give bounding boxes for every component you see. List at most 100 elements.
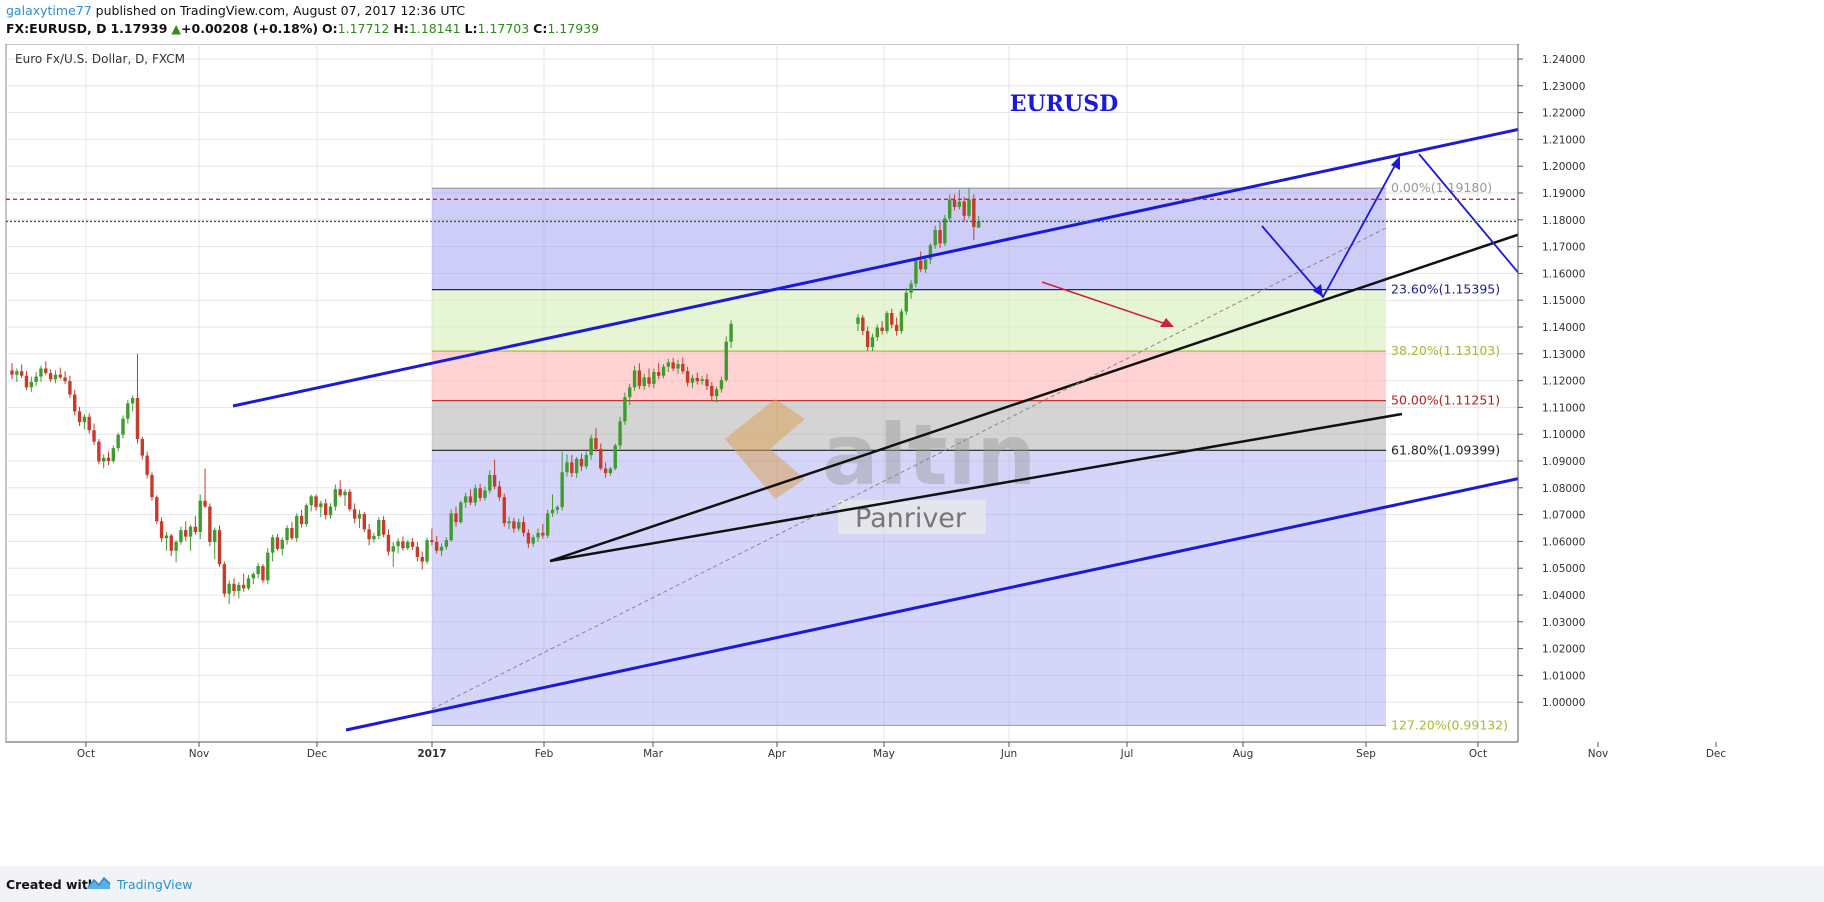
watermark-sub: Panriver xyxy=(855,503,967,534)
tradingview-logo-icon[interactable] xyxy=(86,874,112,892)
candle xyxy=(681,363,685,372)
x-tick-label: 2017 xyxy=(417,748,446,760)
x-axis: Oct Nov Dec 2017 Feb Mar Apr May Jun Jul Aug Sep Oct… xyxy=(6,741,1727,760)
candle xyxy=(77,411,82,423)
footer-bar: Created with TradingView xyxy=(0,866,1824,902)
chart-container[interactable]: 0.00%(1.19180) 23.60%(1.15395) 38.20%(1.13… xyxy=(0,44,1824,866)
candle xyxy=(232,583,236,591)
candle xyxy=(222,564,227,594)
candle xyxy=(246,578,251,589)
candle xyxy=(870,337,875,348)
y-tick-label: 1.06000 xyxy=(1542,536,1585,548)
y-tick-label: 1.01000 xyxy=(1542,670,1585,682)
candle xyxy=(266,552,270,581)
candle xyxy=(719,380,724,390)
watermark-logo-icon xyxy=(725,399,805,499)
candle xyxy=(391,546,395,552)
y-tick-label: 1.17000 xyxy=(1542,242,1585,254)
candle xyxy=(933,229,937,246)
y-tick-label: 1.20000 xyxy=(1542,161,1585,173)
candle xyxy=(729,323,733,342)
y-tick-label: 1.03000 xyxy=(1542,617,1585,629)
candle xyxy=(724,341,728,381)
candle xyxy=(555,507,560,510)
watermark-sub-bg xyxy=(838,500,986,534)
candle xyxy=(488,474,492,491)
close-value: 1.17939 xyxy=(547,21,600,36)
y-tick-label: 1.13000 xyxy=(1542,349,1585,361)
y-tick-label: 1.15000 xyxy=(1542,295,1585,307)
candle xyxy=(890,313,894,325)
username-link[interactable]: galaxytime77 xyxy=(6,3,92,18)
y-tick-label: 1.21000 xyxy=(1542,134,1585,146)
fib-level-label: 38.20%(1.13103) xyxy=(1391,343,1500,358)
candle xyxy=(531,537,535,544)
x-tick-label: Aug xyxy=(1233,748,1254,760)
candle xyxy=(478,488,482,498)
fib-diagonal-line xyxy=(431,227,1387,710)
candle xyxy=(454,513,458,523)
x-tick-label: Oct xyxy=(77,748,95,760)
candle xyxy=(227,583,231,594)
header-bar: galaxytime77 published on TradingView.co… xyxy=(0,0,1824,44)
candle xyxy=(714,389,719,397)
candle xyxy=(444,540,449,547)
candle xyxy=(256,566,260,575)
candle xyxy=(565,462,569,473)
candle xyxy=(594,438,598,449)
candle xyxy=(536,532,540,538)
y-tick-label: 1.02000 xyxy=(1542,644,1585,656)
candle xyxy=(381,519,386,535)
candle xyxy=(517,522,521,529)
low-value: 1.17703 xyxy=(477,21,530,36)
candle xyxy=(280,540,284,549)
candle xyxy=(410,541,415,547)
candle xyxy=(420,556,424,562)
publish-line: galaxytime77 published on TradingView.co… xyxy=(6,3,465,18)
y-tick-label: 1.08000 xyxy=(1542,483,1585,495)
candle xyxy=(39,368,43,377)
candle xyxy=(304,505,309,524)
candle xyxy=(623,397,627,422)
candle xyxy=(473,488,477,503)
candle xyxy=(386,534,391,552)
candle xyxy=(943,218,947,244)
y-tick-label: 1.18000 xyxy=(1542,215,1585,227)
candle xyxy=(618,421,622,446)
candle xyxy=(111,448,116,461)
x-tick-label: Jun xyxy=(1000,748,1017,760)
candle xyxy=(140,439,145,456)
y-tick-label: 1.09000 xyxy=(1542,456,1585,468)
x-tick-label: Dec xyxy=(1706,748,1727,760)
candle xyxy=(285,528,289,541)
candle xyxy=(947,199,952,219)
candle xyxy=(430,540,434,542)
candle xyxy=(952,199,957,207)
candle xyxy=(459,502,463,523)
candle xyxy=(396,541,400,547)
candle xyxy=(10,370,14,375)
candle xyxy=(521,522,526,533)
candle xyxy=(87,416,91,431)
candle xyxy=(642,377,646,386)
channel-lower-line xyxy=(345,440,1690,732)
candle xyxy=(314,496,318,508)
candle xyxy=(579,458,584,467)
annotation-arrow-red xyxy=(1041,281,1173,327)
fib-level-label: 0.00%(1.19180) xyxy=(1391,180,1492,195)
candle xyxy=(169,535,173,551)
arrow-head-red-icon xyxy=(1160,318,1174,327)
candle xyxy=(856,317,860,324)
candle xyxy=(710,385,714,397)
candle xyxy=(155,497,159,522)
price-chart[interactable]: 0.00%(1.19180) 23.60%(1.15395) 38.20%(1.13… xyxy=(0,44,1824,866)
y-tick-label: 1.24000 xyxy=(1542,54,1585,66)
candle xyxy=(526,532,531,544)
candle xyxy=(584,455,588,467)
candle xyxy=(357,514,362,519)
candle xyxy=(880,327,884,332)
candle xyxy=(415,546,420,557)
tradingview-brand-link[interactable]: TradingView xyxy=(117,877,193,892)
candle xyxy=(198,500,202,533)
candle xyxy=(237,584,241,591)
